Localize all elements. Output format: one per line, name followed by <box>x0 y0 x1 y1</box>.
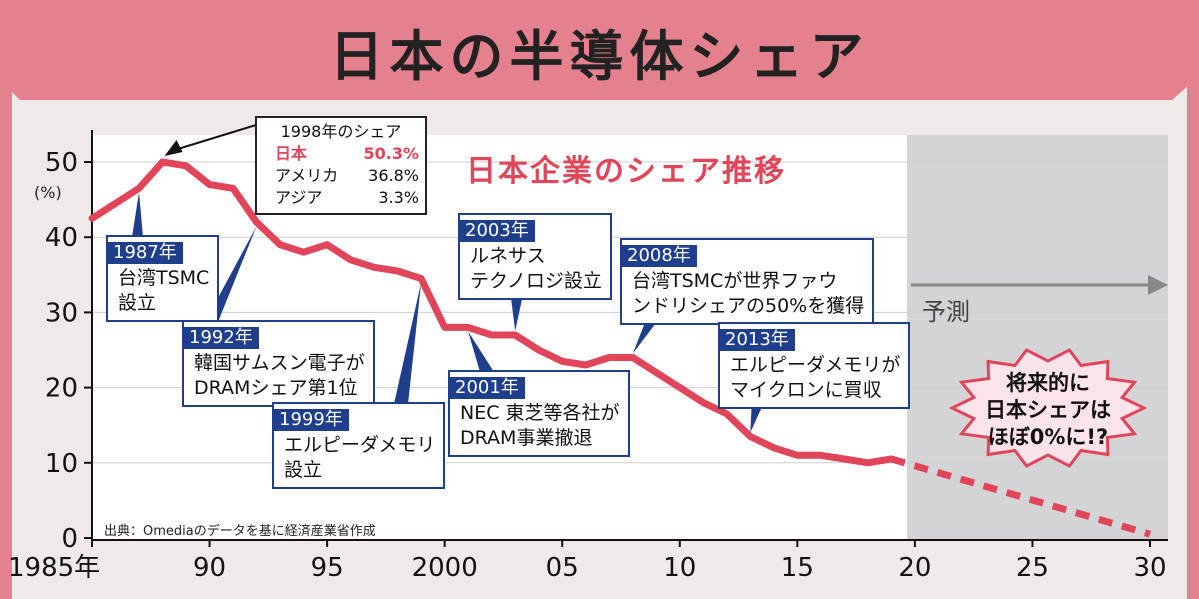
y-tick-label: 50 <box>45 148 78 178</box>
title-banner <box>0 0 1199 100</box>
x-tick-label: 05 <box>546 553 579 583</box>
forecast-label: 予測 <box>922 298 970 326</box>
forecast-series-line <box>890 455 1151 538</box>
annotation-2001: 2001年 NEC 東芝等各社が DRAM事業撤退 <box>448 370 630 457</box>
callout-pointer <box>510 290 524 331</box>
annotation-line: マイクロンに買収 <box>730 379 882 401</box>
share-1998-box: 1998年のシェア 日本 50.3% アメリカ 36.8% アジア 3.3% <box>255 116 427 215</box>
chart-title: 日本企業のシェア推移 <box>466 154 786 189</box>
callout-pointers <box>132 124 766 433</box>
x-tick-label: 10 <box>663 553 696 583</box>
annotation-line: テクノロジ設立 <box>470 270 602 292</box>
forecast-arrow-head <box>1148 275 1168 295</box>
share-1998-title: 1998年のシェア <box>280 122 402 141</box>
callout-pointer <box>468 331 494 372</box>
banner-right-stripe <box>1187 0 1199 599</box>
annotation-2003: 2003年 ルネサス テクノロジ設立 <box>458 213 612 300</box>
forecast-arrow <box>910 275 1168 295</box>
annotation-1987: 1987年 台湾TSMC 設立 <box>106 235 220 322</box>
prediction-burst <box>948 348 1148 468</box>
x-tick-label: 2000 <box>412 553 478 583</box>
series-layer <box>88 158 1151 538</box>
x-tick-label: 30 <box>1133 553 1166 583</box>
annotation-year: 1987年 <box>107 242 183 264</box>
x-tick-label: 25 <box>1016 553 1049 583</box>
share-row-value: 3.3% <box>378 188 419 207</box>
share-row-asia: アジア 3.3% <box>263 187 419 209</box>
callout-pointer <box>632 315 662 354</box>
annotation-year: 1992年 <box>183 327 259 349</box>
annotation-year: 2001年 <box>449 377 525 399</box>
annotation-line: 台湾TSMCが世界ファウ <box>632 270 838 292</box>
x-tick-label: 90 <box>193 553 226 583</box>
annotation-line: エルピーダメモリ <box>284 434 436 456</box>
y-tick-label: 10 <box>45 449 78 479</box>
y-tick-label: 30 <box>45 298 78 328</box>
annotation-year: 2013年 <box>719 329 795 351</box>
y-tick-label: 40 <box>45 223 78 253</box>
share-row-value: 50.3% <box>363 144 419 163</box>
banner-left-stripe <box>0 0 12 599</box>
prediction-line: 日本シェアは <box>985 398 1111 422</box>
page-title: 日本の半導体シェア <box>329 25 870 88</box>
annotation-line: 設立 <box>118 292 157 314</box>
annotation-line: 韓国サムスン電子が <box>194 352 365 374</box>
annotation-line: DRAMシェア第1位 <box>194 377 358 399</box>
callout-pointer <box>394 282 422 404</box>
annotation-line: NEC 東芝等各社が <box>460 402 620 424</box>
callout-pointer <box>205 226 257 322</box>
source-note: 出典：Omediaのデータを基に経済産業省作成 <box>104 524 376 539</box>
x-tick-label: 20 <box>898 553 931 583</box>
share-row-japan: 日本 50.3% <box>263 143 419 165</box>
callout-pointer <box>132 192 143 237</box>
share-row-name: 日本 <box>275 144 308 163</box>
share-row-usa: アメリカ 36.8% <box>263 165 419 187</box>
annotation-line: ルネサス <box>470 245 546 267</box>
annotation-line: エルピーダメモリが <box>730 354 901 376</box>
x-tick-label: 95 <box>311 553 344 583</box>
annotation-line: DRAM事業撤退 <box>460 427 593 449</box>
annotation-year: 1999年 <box>273 409 349 431</box>
share-arrow-head <box>164 140 183 156</box>
annotation-1999: 1999年 エルピーダメモリ 設立 <box>272 402 446 489</box>
x-tick-label: 15 <box>781 553 814 583</box>
x-tick-label: 1985年 <box>8 553 100 583</box>
annotation-year: 2008年 <box>621 245 697 267</box>
y-tick-label: 0 <box>61 524 78 554</box>
prediction-line: ほぼ0%に!? <box>987 425 1109 449</box>
annotation-line: ンドリシェアの50%を獲得 <box>632 295 865 317</box>
share-series-line <box>88 158 895 467</box>
annotation-year: 2003年 <box>459 220 535 242</box>
annotation-line: 設立 <box>284 459 323 481</box>
y-ticks: 0 10 20 30 40 50 <box>45 148 92 554</box>
y-axis-label: (%) <box>34 183 62 202</box>
x-ticks: 1985年 90 95 2000 05 10 15 20 25 30 <box>8 540 1167 583</box>
share-row-name: アメリカ <box>275 166 339 185</box>
annotation-1992: 1992年 韓国サムスン電子が DRAMシェア第1位 <box>182 320 375 407</box>
share-row-value: 36.8% <box>368 166 419 185</box>
share-row-name: アジア <box>275 188 323 207</box>
annotation-2013: 2013年 エルピーダメモリが マイクロンに買収 <box>718 322 911 409</box>
axes <box>91 130 1168 541</box>
prediction-line: 将来的に <box>1006 371 1090 395</box>
prediction-text: 将来的に 日本シェアは ほぼ0%に!? <box>968 370 1128 451</box>
annotation-2008: 2008年 台湾TSMCが世界ファウ ンドリシェアの50%を獲得 <box>620 238 875 325</box>
forecast-region <box>906 135 1168 540</box>
share-arrow-line <box>174 124 257 151</box>
y-tick-label: 20 <box>45 374 78 404</box>
annotation-line: 台湾TSMC <box>118 267 210 289</box>
